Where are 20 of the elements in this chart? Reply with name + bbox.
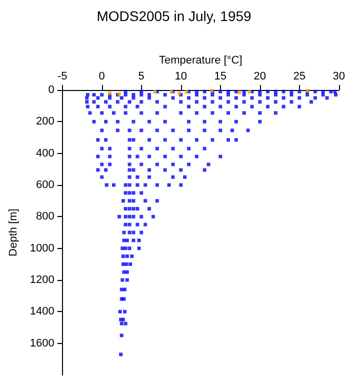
y-tick-label: 1200 (30, 274, 54, 286)
y-tick-label: 1000 (30, 242, 54, 254)
x-tick-label: 0 (98, 70, 105, 82)
x-tick-label: 15 (214, 70, 226, 82)
y-axis-title: Depth [m] (8, 208, 20, 256)
y-tick-label: 0 (48, 84, 54, 96)
x-tick-label: -5 (57, 70, 68, 82)
y-tick-label: 1400 (30, 306, 54, 318)
chart-title: MODS2005 in July, 1959 (96, 8, 252, 24)
y-tick-label: 400 (36, 147, 54, 160)
x-tick-label: 20 (254, 70, 266, 82)
y-tick-label: 200 (36, 116, 54, 128)
x-tick-label: 25 (293, 70, 306, 82)
x-axis-title: Temperature [°C] (158, 54, 242, 66)
x-tick-label: 5 (138, 70, 144, 82)
y-tick-label: 1600 (30, 337, 54, 350)
x-tick-label: 10 (174, 70, 187, 82)
y-tick-label: 800 (36, 210, 54, 223)
y-tick-label: 600 (36, 179, 54, 191)
x-tick-label: 30 (332, 70, 346, 82)
